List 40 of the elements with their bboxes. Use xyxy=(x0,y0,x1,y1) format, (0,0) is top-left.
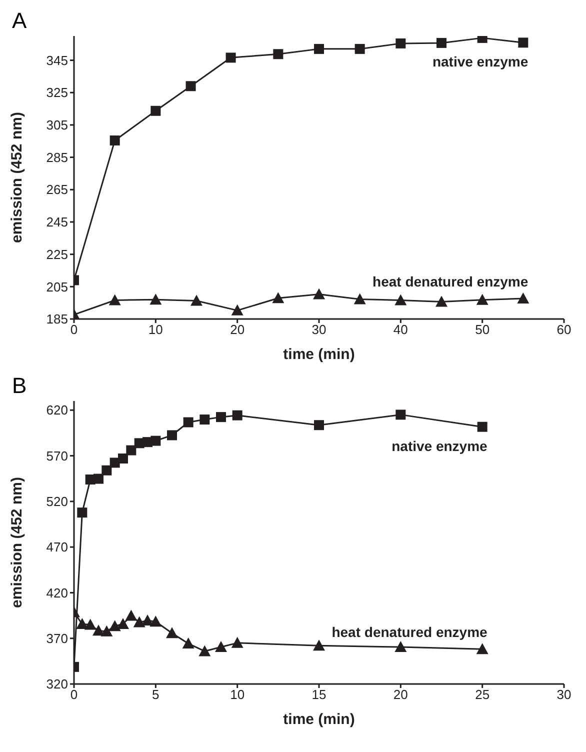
x-axis-title: time (min) xyxy=(283,711,355,728)
y-tick-label: 285 xyxy=(46,150,68,165)
y-tick-label: 570 xyxy=(46,448,68,464)
x-tick-label: 30 xyxy=(312,322,326,338)
x-tick-label: 15 xyxy=(312,687,326,702)
y-tick-label: 420 xyxy=(46,585,68,600)
x-tick-label: 10 xyxy=(230,687,245,702)
x-tick-label: 60 xyxy=(556,322,572,338)
y-tick-label: 370 xyxy=(46,630,68,646)
y-tick-label: 320 xyxy=(46,676,68,692)
y-tick-label: 205 xyxy=(46,279,68,294)
chart-title: B xyxy=(12,373,27,399)
y-axis-title: emission (452 nm) xyxy=(8,477,26,608)
y-tick-label: 225 xyxy=(46,246,68,262)
y-tick-label: 620 xyxy=(46,402,68,418)
x-tick-label: 5 xyxy=(152,687,160,702)
series-label: native enzyme xyxy=(392,438,488,454)
y-tick-label: 345 xyxy=(46,52,68,68)
y-tick-label: 470 xyxy=(46,540,68,555)
series-label: heat denatured enzyme xyxy=(372,273,528,290)
y-tick-label: 185 xyxy=(46,312,68,327)
x-axis-title: time (min) xyxy=(283,346,355,363)
x-tick-label: 25 xyxy=(475,687,490,702)
chart-title: A xyxy=(12,8,27,34)
series-label: native enzyme xyxy=(432,54,528,70)
y-tick-label: 325 xyxy=(46,85,68,100)
y-tick-label: 305 xyxy=(46,118,68,133)
x-tick-label: 30 xyxy=(556,687,572,702)
x-tick-label: 0 xyxy=(70,687,78,702)
x-tick-label: 20 xyxy=(230,322,245,338)
x-tick-label: 40 xyxy=(393,322,408,338)
x-tick-label: 0 xyxy=(70,322,78,338)
y-tick-label: 265 xyxy=(46,182,68,198)
y-axis-title: emission (452 nm) xyxy=(8,112,26,243)
x-tick-label: 20 xyxy=(393,687,408,702)
y-tick-label: 245 xyxy=(46,214,68,230)
x-tick-label: 10 xyxy=(148,322,163,338)
x-tick-label: 50 xyxy=(475,322,490,338)
y-tick-label: 520 xyxy=(46,494,68,510)
series-label: heat denatured enzyme xyxy=(332,624,488,640)
